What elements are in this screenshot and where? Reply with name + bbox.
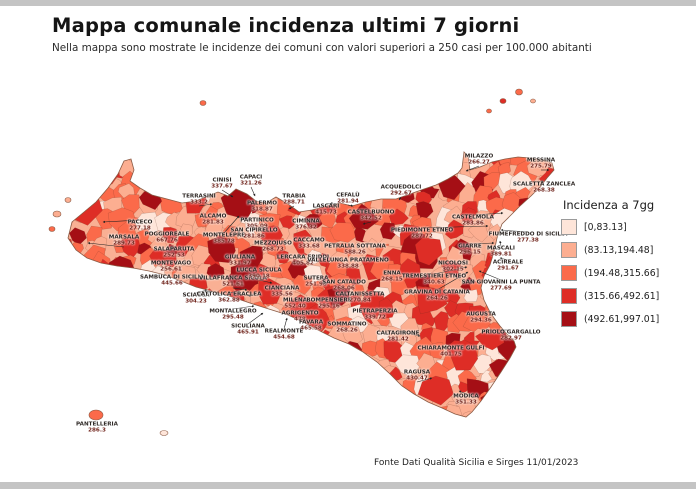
legend-class-label: (492.61,997.01] xyxy=(584,313,660,325)
legend-item: (194.48,315.66] xyxy=(561,265,693,281)
legend-swatch xyxy=(561,311,577,327)
legend-swatch xyxy=(561,242,577,258)
page-title: Mappa comunale incidenza ultimi 7 giorni xyxy=(52,14,520,37)
bottom-border-bar xyxy=(0,482,696,489)
header: Mappa comunale incidenza ultimi 7 giorni… xyxy=(52,14,652,54)
coastline xyxy=(67,151,555,418)
top-border-bar xyxy=(0,0,696,6)
legend-item: (83.13,194.48] xyxy=(561,242,693,258)
legend-swatch xyxy=(561,288,577,304)
legend: Incidenza a 7gg [0,83.13] (83.13,194.48]… xyxy=(561,198,693,334)
legend-swatch xyxy=(561,219,577,235)
legend-item: (315.66,492.61] xyxy=(561,288,693,304)
page-subtitle: Nella mappa sono mostrate le incidenze d… xyxy=(52,42,592,54)
legend-item: [0,83.13] xyxy=(561,219,693,235)
legend-title: Incidenza a 7gg xyxy=(563,198,655,212)
legend-class-label: (194.48,315.66] xyxy=(584,267,660,279)
legend-item: (492.61,997.01] xyxy=(561,311,693,327)
minor-islands xyxy=(48,88,536,436)
legend-class-label: (83.13,194.48] xyxy=(584,244,654,256)
legend-class-label: [0,83.13] xyxy=(584,221,627,233)
legend-swatch xyxy=(561,265,577,281)
label-leader-lines xyxy=(87,165,550,395)
legend-class-label: (315.66,492.61] xyxy=(584,290,660,302)
source-note: Fonte Dati Qualità Sicilia e Sirges 11/0… xyxy=(374,458,579,468)
